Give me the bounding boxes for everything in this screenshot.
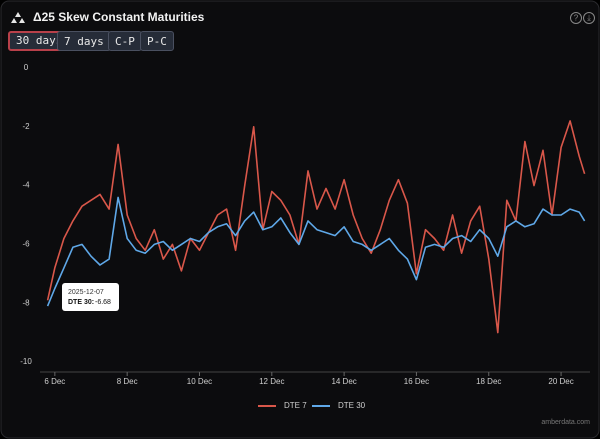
mode-button[interactable]: C-P [108,31,142,51]
y-tick-label: -10 [20,357,32,366]
menu-icon[interactable] [583,12,595,24]
y-tick-label: -2 [22,122,30,131]
x-tick-label: 10 Dec [187,377,212,386]
x-tick-label: 8 Dec [117,377,138,386]
y-tick-label: -6 [22,240,30,249]
series-line [46,196,586,307]
x-tick-label: 6 Dec [44,377,65,386]
y-tick-label: -4 [22,181,30,190]
tooltip-value: -6.68 [95,299,111,306]
help-icon-glyph: ? [574,14,579,23]
tooltip-label: DTE 30: [68,299,94,306]
range-button[interactable]: 30 days [8,31,71,51]
x-tick-label: 12 Dec [259,377,284,386]
y-tick-label: -8 [22,298,30,307]
x-tick-label: 18 Dec [476,377,501,386]
watermark: amberdata.com [541,419,590,426]
x-tick-label: 20 Dec [548,377,573,386]
tooltip-date: 2025-12-07 [68,289,104,296]
series-line [46,120,586,334]
mode-button[interactable]: P-C [140,31,174,51]
help-icon[interactable] [570,12,582,24]
tooltip: 2025-12-07 DTE 30: -6.68 [62,283,119,311]
legend-label: DTE 30 [338,401,366,410]
logo [11,12,25,23]
x-tick-label: 14 Dec [331,377,356,386]
y-tick-label: 0 [24,63,29,72]
chart-title: Δ25 Skew Constant Maturities [33,10,205,24]
range-button[interactable]: 7 days [57,31,111,51]
x-tick-label: 16 Dec [404,377,429,386]
tooltip-box [62,283,119,311]
menu-icon-glyph: ⤓ [587,14,591,23]
legend-label: DTE 7 [284,401,307,410]
